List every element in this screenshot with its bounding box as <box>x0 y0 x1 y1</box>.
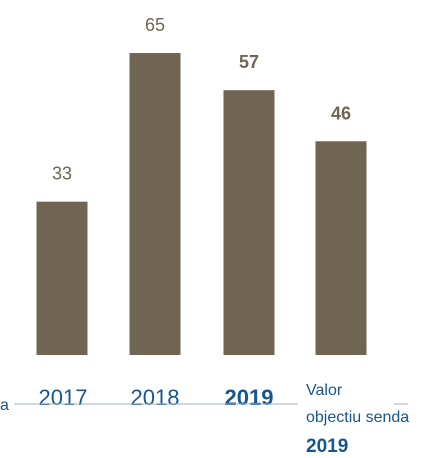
target-label-line-1: Valor <box>306 382 343 399</box>
category-label-2019: 2019 <box>225 385 274 410</box>
bar-2019 <box>223 90 275 356</box>
value-label-2017: 33 <box>52 164 72 184</box>
category-label-2017: 2017 <box>39 385 88 410</box>
value-label-2018: 65 <box>145 15 165 35</box>
left-clipped-label: a <box>0 397 9 414</box>
bars-group <box>36 53 367 356</box>
target-label-line-2: objectiu senda <box>306 409 409 426</box>
category-labels-group: 2017 2018 2019 <box>39 385 274 410</box>
bar-target <box>315 141 367 355</box>
bar-2018 <box>129 53 181 355</box>
target-year-label: 2019 <box>306 436 348 457</box>
bar-2017 <box>36 201 88 355</box>
value-label-target: 46 <box>331 103 351 123</box>
value-labels-group: 33 65 57 46 <box>52 15 351 184</box>
category-label-2018: 2018 <box>131 385 180 410</box>
value-label-2019: 57 <box>239 52 259 72</box>
